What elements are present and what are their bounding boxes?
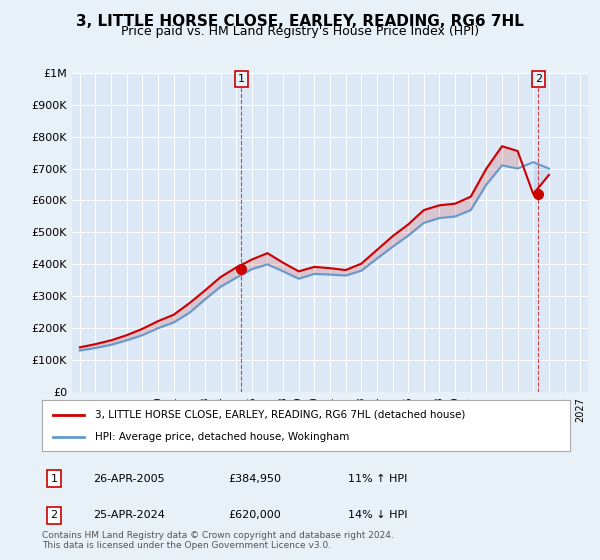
Text: 2: 2	[535, 74, 542, 84]
Text: £384,950: £384,950	[228, 474, 281, 484]
Text: 14% ↓ HPI: 14% ↓ HPI	[348, 510, 407, 520]
Text: 26-APR-2005: 26-APR-2005	[93, 474, 164, 484]
Text: 1: 1	[238, 74, 245, 84]
Text: 3, LITTLE HORSE CLOSE, EARLEY, READING, RG6 7HL: 3, LITTLE HORSE CLOSE, EARLEY, READING, …	[76, 14, 524, 29]
Text: 11% ↑ HPI: 11% ↑ HPI	[348, 474, 407, 484]
Text: 2: 2	[50, 510, 58, 520]
Text: 3, LITTLE HORSE CLOSE, EARLEY, READING, RG6 7HL (detached house): 3, LITTLE HORSE CLOSE, EARLEY, READING, …	[95, 409, 465, 419]
Text: £620,000: £620,000	[228, 510, 281, 520]
Text: HPI: Average price, detached house, Wokingham: HPI: Average price, detached house, Woki…	[95, 432, 349, 442]
Text: 1: 1	[50, 474, 58, 484]
Text: 25-APR-2024: 25-APR-2024	[93, 510, 165, 520]
Text: Price paid vs. HM Land Registry's House Price Index (HPI): Price paid vs. HM Land Registry's House …	[121, 25, 479, 38]
Text: Contains HM Land Registry data © Crown copyright and database right 2024.
This d: Contains HM Land Registry data © Crown c…	[42, 530, 394, 550]
